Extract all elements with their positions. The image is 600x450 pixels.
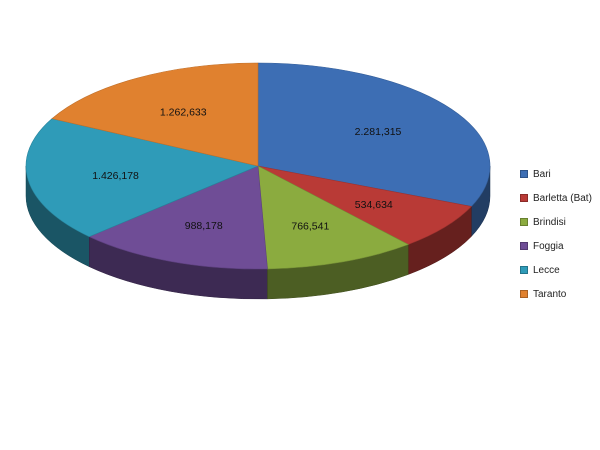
pie-top-faces <box>25 62 491 270</box>
pie-slice-lecce <box>25 118 259 238</box>
legend-label-lecce: Lecce <box>533 264 560 276</box>
legend-label-brindisi: Brindisi <box>533 216 566 228</box>
data-label-bari: 2.281,315 <box>355 126 402 138</box>
pie-slice-barletta-bat <box>257 165 472 245</box>
legend-swatch-taranto <box>520 290 528 298</box>
legend-label-bari: Bari <box>533 168 551 180</box>
legend-swatch-lecce <box>520 266 528 274</box>
legend-label-foggia: Foggia <box>533 240 564 252</box>
legend-label-taranto: Taranto <box>533 288 567 300</box>
data-label-lecce: 1.426,178 <box>92 170 139 182</box>
data-label-foggia: 988,178 <box>185 220 223 232</box>
legend-item-lecce: Lecce <box>520 258 592 282</box>
legend-item-foggia: Foggia <box>520 234 592 258</box>
legend-swatch-brindisi <box>520 218 528 226</box>
data-label-brindisi: 766,541 <box>291 220 329 232</box>
legend-swatch-barletta <box>520 194 528 202</box>
pie-slice-foggia <box>88 165 268 270</box>
pie-side-walls <box>25 165 491 300</box>
legend-item-bari: Bari <box>520 162 592 186</box>
legend-label-barletta: Barletta (Bat) <box>533 192 592 204</box>
legend-swatch-foggia <box>520 242 528 250</box>
legend-swatch-bari <box>520 170 528 178</box>
chart-legend: Bari Barletta (Bat) Brindisi Foggia Lecc… <box>520 162 592 306</box>
pie-slice-taranto <box>51 62 259 167</box>
pie-data-labels: 2.281,315 534,634 766,541 988,178 1.426,178 1… <box>92 106 401 232</box>
legend-item-barletta: Barletta (Bat) <box>520 186 592 210</box>
legend-item-brindisi: Brindisi <box>520 210 592 234</box>
data-label-taranto: 1.262,633 <box>160 106 207 118</box>
pie-slice-bari <box>257 62 491 207</box>
data-label-barletta-bat: 534,634 <box>355 199 393 211</box>
pie-slice-brindisi <box>257 165 409 270</box>
legend-item-taranto: Taranto <box>520 282 592 306</box>
